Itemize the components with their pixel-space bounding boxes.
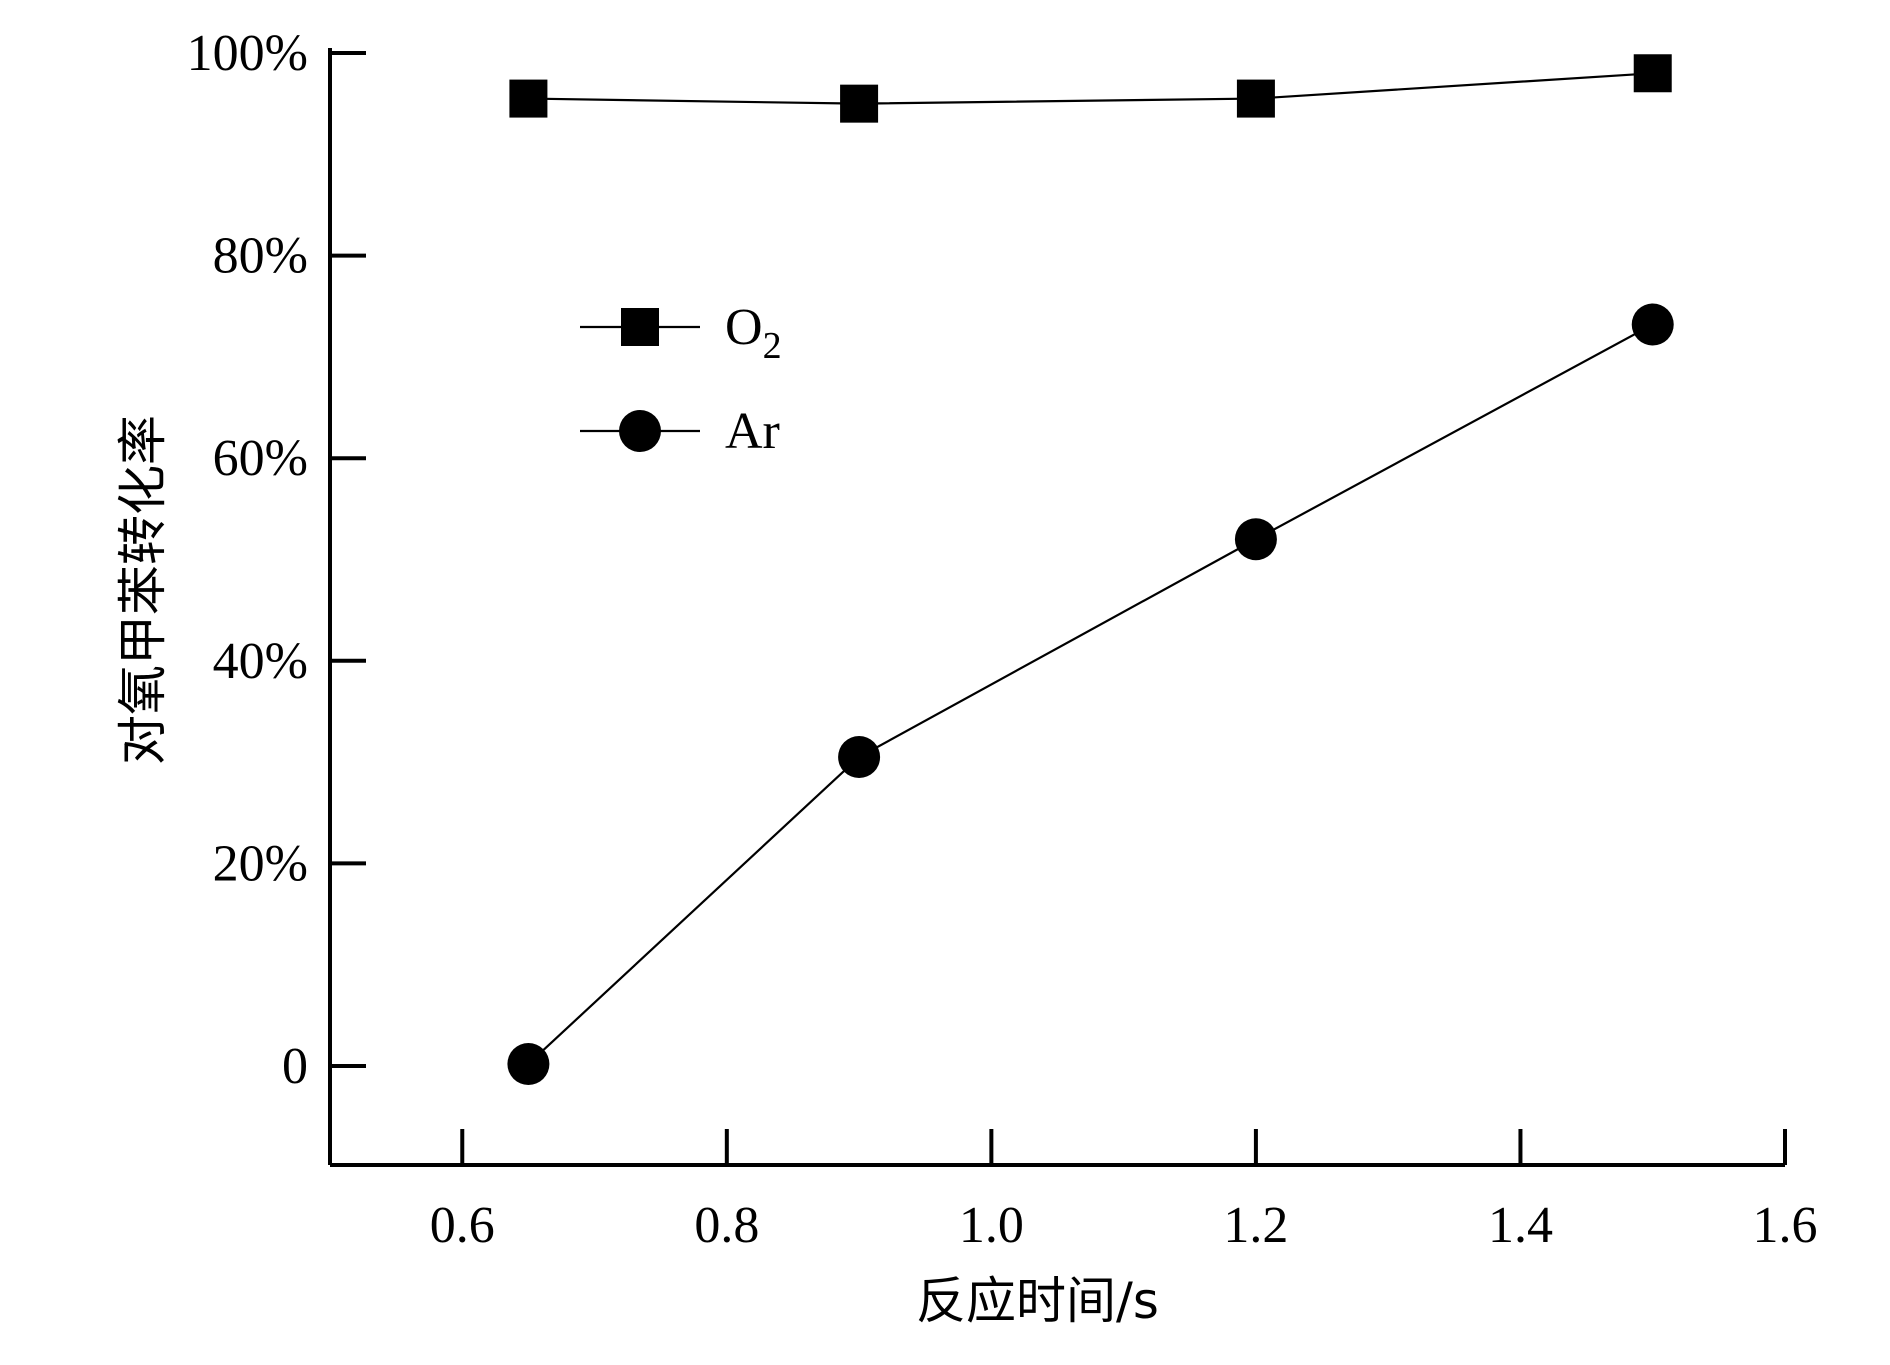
data-point-circle: [1631, 303, 1674, 346]
y-tick-label: 60%: [213, 430, 308, 487]
x-tick-label: 1.6: [1753, 1197, 1818, 1254]
y-tick-label: 20%: [213, 835, 308, 892]
y-tick-label: 0: [282, 1038, 308, 1095]
series-line-ar: [527, 323, 1654, 1065]
x-tick-label: 1.0: [959, 1197, 1024, 1254]
legend-marker-circle: [619, 410, 661, 452]
x-tick-label: 1.2: [1223, 1197, 1288, 1254]
data-point-square: [840, 84, 879, 123]
series-ar: [507, 303, 1674, 1085]
axes: [328, 48, 1785, 1167]
x-tick-label: 0.8: [694, 1197, 759, 1254]
series: [507, 54, 1674, 1085]
y-axis-title: 对氧甲苯转化率: [114, 415, 172, 765]
y-tick-label: 80%: [213, 228, 308, 285]
data-point-square: [1236, 79, 1275, 118]
series-line-o2: [528, 72, 1653, 105]
legend: O2 Ar: [580, 299, 782, 460]
data-point-circle: [1234, 518, 1277, 561]
legend-label: O2: [725, 299, 782, 367]
legend-entry-o2: O2: [580, 299, 782, 367]
x-tick-label: 0.6: [430, 1197, 495, 1254]
data-point-circle: [838, 736, 881, 779]
legend-label: Ar: [725, 403, 780, 460]
ticks: 0 20% 40% 60% 80% 100% 0.6 0.8 1.0 1.2 1.4 1.6: [187, 25, 1818, 1254]
y-tick-label: 100%: [187, 25, 308, 82]
legend-entry-ar: Ar: [580, 403, 780, 460]
x-axis-title: 反应时间/s: [916, 1272, 1159, 1330]
y-tick-label: 40%: [213, 633, 308, 690]
data-point-square: [509, 79, 548, 118]
legend-marker-square: [621, 308, 659, 346]
data-point-square: [1633, 54, 1672, 93]
x-tick-label: 1.4: [1488, 1197, 1553, 1254]
data-point-circle: [507, 1042, 550, 1085]
series-o2: [509, 54, 1672, 123]
